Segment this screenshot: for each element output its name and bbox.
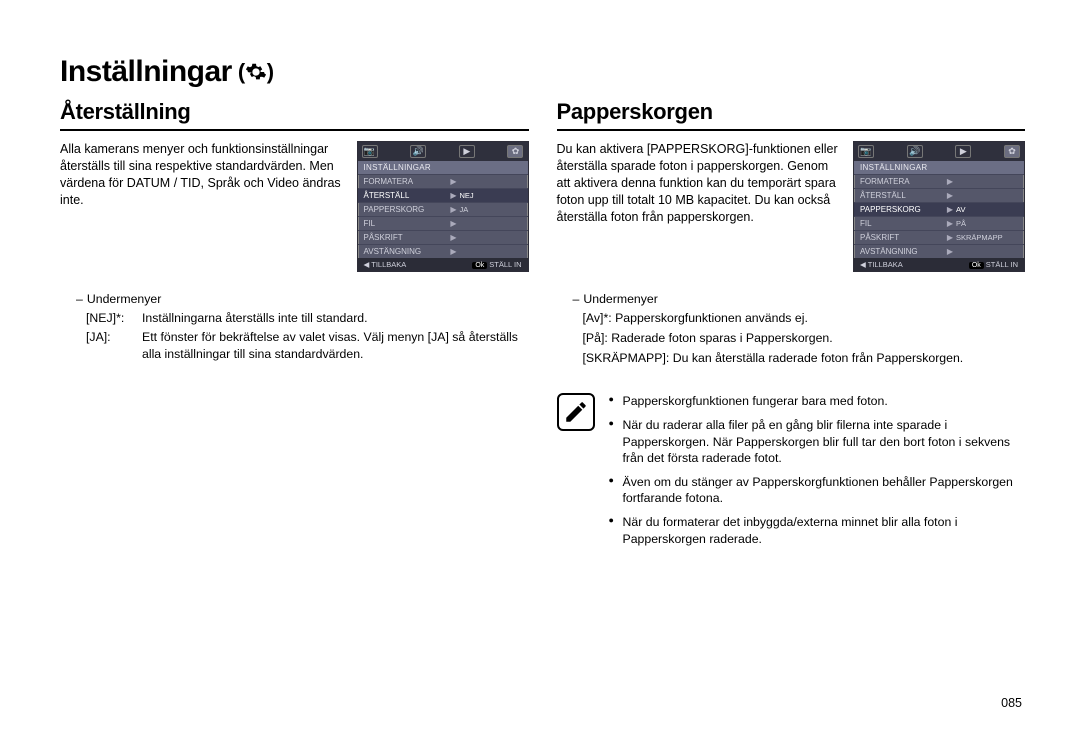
play-icon: ▶ bbox=[459, 145, 475, 158]
note-item: När du raderar alla filer på en gång bli… bbox=[609, 417, 1026, 467]
note-item: När du formaterar det inbyggda/externa m… bbox=[609, 514, 1026, 547]
right-submenu: –Undermenyer [Av]*: Papperskorgfunktione… bbox=[557, 292, 1026, 367]
left-intro: Alla kamerans menyer och funktionsinstäl… bbox=[60, 141, 343, 209]
def-row: [NEJ]*: Inställningarna återställs inte … bbox=[86, 310, 529, 327]
lcd-tabs: 📷 🔊 ▶ ✿ bbox=[854, 142, 1024, 161]
gear-svg-icon bbox=[245, 61, 267, 83]
play-icon: ▶ bbox=[955, 145, 971, 158]
note-item: Även om du stänger av Papperskorgfunktio… bbox=[609, 474, 1026, 507]
left-lcd: 📷 🔊 ▶ ✿ INSTÄLLNINGAR FORMATERA▶ ÅTERSTÄ… bbox=[357, 141, 529, 272]
gear-tab-icon: ✿ bbox=[507, 145, 523, 158]
camera-icon: 📷 bbox=[858, 145, 874, 158]
right-section-title: Papperskorgen bbox=[557, 99, 1026, 131]
right-lcd: 📷 🔊 ▶ ✿ INSTÄLLNINGAR FORMATERA▶ ÅTERSTÄ… bbox=[853, 141, 1025, 272]
lcd-header: INSTÄLLNINGAR bbox=[358, 161, 528, 174]
lcd-footer: ◀ TILLBAKA OkSTÄLL IN bbox=[358, 258, 528, 271]
note-item: Papperskorgfunktionen fungerar bara med … bbox=[609, 393, 1026, 410]
left-column: Återställning Alla kamerans menyer och f… bbox=[60, 99, 529, 554]
lcd-rows: FORMATERA▶ ÅTERSTÄLL▶ PAPPERSKORG▶AV FIL… bbox=[854, 174, 1024, 258]
right-intro: Du kan aktivera [PAPPERSKORG]-funktionen… bbox=[557, 141, 840, 225]
gear-tab-icon: ✿ bbox=[1004, 145, 1020, 158]
lcd-rows: FORMATERA▶ ÅTERSTÄLL▶NEJ PAPPERSKORG▶JA … bbox=[358, 174, 528, 258]
lcd-tabs: 📷 🔊 ▶ ✿ bbox=[358, 142, 528, 161]
camera-icon: 📷 bbox=[362, 145, 378, 158]
title-text: Inställningar bbox=[60, 55, 232, 89]
page-number: 085 bbox=[1001, 696, 1022, 710]
gear-icon: ( ) bbox=[238, 59, 274, 85]
lcd-footer: ◀ TILLBAKA OkSTÄLL IN bbox=[854, 258, 1024, 271]
left-submenu: –Undermenyer [NEJ]*: Inställningarna åte… bbox=[60, 292, 529, 364]
page-title: Inställningar ( ) bbox=[60, 55, 1025, 89]
left-section-title: Återställning bbox=[60, 99, 529, 131]
def-row: [JA]: Ett fönster för bekräftelse av val… bbox=[86, 329, 529, 363]
sound-icon: 🔊 bbox=[410, 145, 426, 158]
lcd-header: INSTÄLLNINGAR bbox=[854, 161, 1024, 174]
right-column: Papperskorgen Du kan aktivera [PAPPERSKO… bbox=[557, 99, 1026, 554]
sound-icon: 🔊 bbox=[907, 145, 923, 158]
note-box: Papperskorgfunktionen fungerar bara med … bbox=[557, 393, 1026, 554]
note-list: Papperskorgfunktionen fungerar bara med … bbox=[609, 393, 1026, 554]
pencil-note-icon bbox=[557, 393, 595, 431]
